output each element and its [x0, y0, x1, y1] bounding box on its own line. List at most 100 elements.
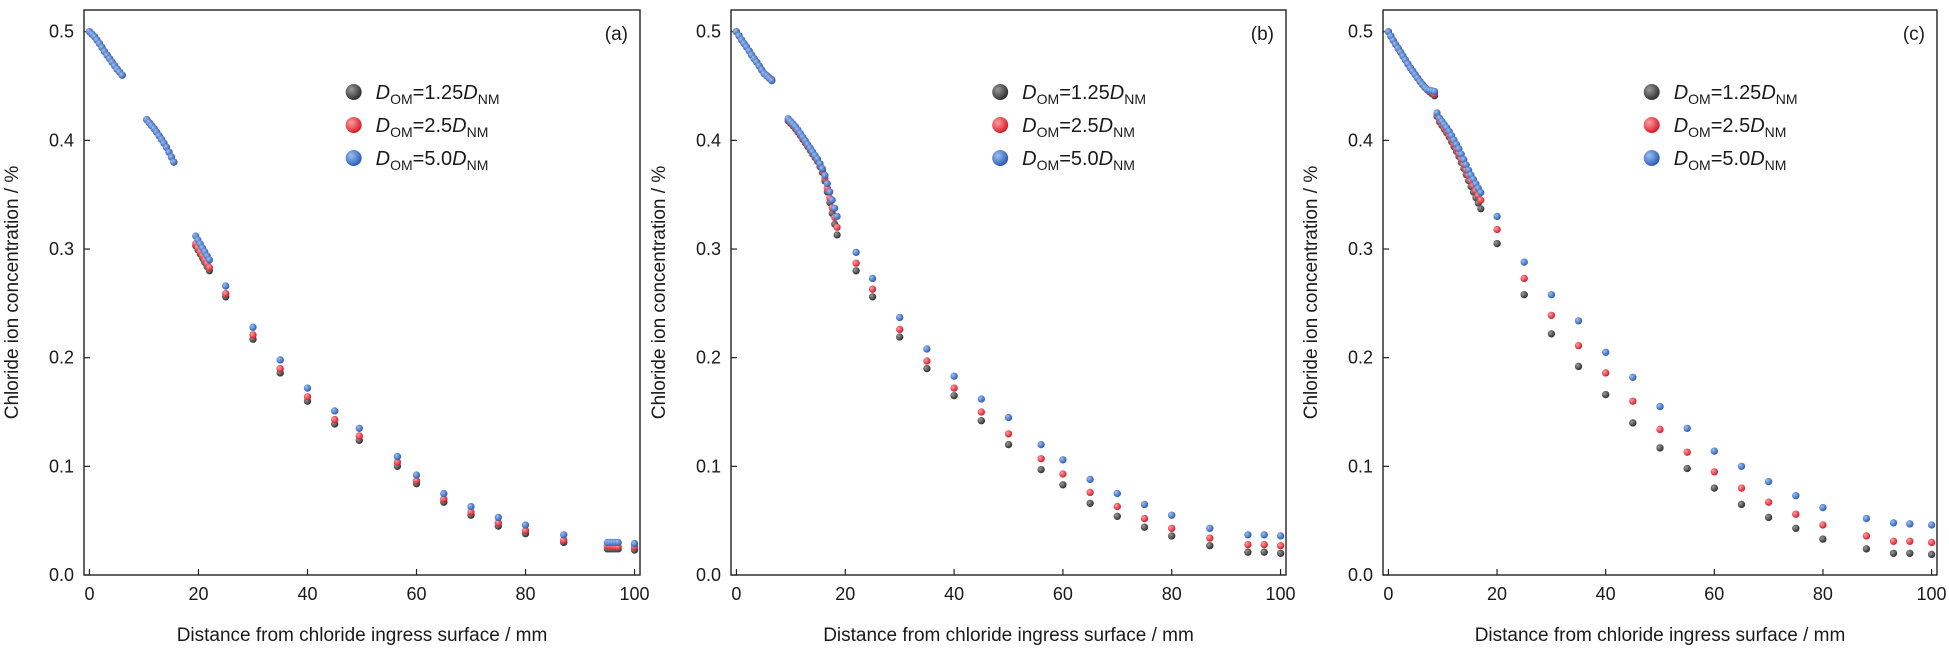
- legend-entry: DOM=1.25DNM: [376, 82, 500, 107]
- series-1: [85, 28, 639, 554]
- data-point: [852, 248, 860, 256]
- x-tick-label: 100: [1917, 584, 1947, 604]
- data-point: [1928, 550, 1936, 559]
- x-tick-label: 0: [731, 584, 741, 604]
- data-point: [1629, 373, 1637, 381]
- panel-label: (c): [1903, 24, 1925, 45]
- data-point: [1244, 548, 1252, 556]
- data-point: [1059, 470, 1067, 478]
- chart-panel-2: 0.0 0.1 0.2 0.3 0.4 0.5 0 20 40 60 80 100 Distance f…: [649, 9, 1296, 646]
- series-2: [1384, 28, 1936, 547]
- x-tick-label: 20: [188, 584, 208, 604]
- y-tick-label: 0.2: [696, 348, 721, 368]
- data-point: [1493, 225, 1501, 234]
- data-point: [467, 508, 475, 516]
- data-point: [1059, 481, 1067, 489]
- data-point: [868, 285, 877, 293]
- data-point: [1113, 512, 1121, 520]
- x-axis-label: Distance from chloride ingress surface /…: [823, 625, 1194, 646]
- y-tick-label: 0.1: [49, 456, 74, 476]
- data-point: [222, 290, 230, 298]
- data-point: [1710, 468, 1718, 476]
- data-point: [1277, 532, 1285, 540]
- legend-entry: DOM=5.0DNM: [1022, 148, 1135, 173]
- data-point: [1277, 549, 1285, 557]
- data-point: [1765, 498, 1773, 506]
- data-point: [1260, 548, 1268, 556]
- data-point: [1819, 521, 1827, 529]
- data-point: [1547, 311, 1555, 319]
- data-point: [393, 453, 401, 461]
- data-point: [768, 77, 776, 85]
- data-point: [1574, 317, 1583, 325]
- data-point: [1477, 188, 1485, 197]
- y-tick-label: 0.5: [696, 22, 721, 42]
- data-point: [276, 356, 284, 364]
- legend-entry: DOM=1.25DNM: [1022, 82, 1146, 107]
- data-point: [831, 204, 839, 212]
- data-point: [494, 519, 502, 527]
- data-point: [1710, 484, 1718, 492]
- data-point: [1629, 397, 1637, 405]
- plot-frame: [1382, 9, 1938, 576]
- series-3: [85, 28, 639, 548]
- legend: DOM=1.25DNM DOM=2.5DNM DOM=5.0DNM: [1643, 82, 1798, 173]
- data-point: [833, 212, 841, 220]
- x-tick-label: 40: [297, 584, 317, 604]
- data-point: [1477, 196, 1485, 204]
- data-point: [1906, 537, 1914, 545]
- y-tick-label: 0.3: [49, 239, 74, 259]
- chart-panel-3: 0.0 0.1 0.2 0.3 0.4 0.5 0 20 40 60 80 100 Distance f…: [1301, 9, 1947, 646]
- data-point: [828, 196, 836, 204]
- data-point: [331, 407, 339, 415]
- data-point: [1493, 240, 1501, 248]
- legend-entry: DOM=2.5DNM: [376, 115, 489, 140]
- x-tick-label: 0: [1383, 584, 1393, 604]
- legend-entry: DOM=5.0DNM: [1674, 148, 1787, 173]
- data-point: [1683, 464, 1691, 473]
- legend-marker: [992, 117, 1009, 133]
- data-point: [1520, 258, 1528, 266]
- y-tick-label: 0.4: [1348, 130, 1373, 150]
- legend-entry: DOM=2.5DNM: [1022, 115, 1135, 140]
- data-point: [249, 323, 257, 331]
- data-point: [1277, 542, 1285, 550]
- y-tick-label: 0.0: [1348, 565, 1373, 585]
- data-point: [1520, 274, 1528, 282]
- legend-entry: DOM=2.5DNM: [1674, 115, 1787, 140]
- legend-marker: [1643, 84, 1660, 100]
- data-point: [331, 416, 339, 424]
- x-tick-label: 80: [1162, 584, 1182, 604]
- data-point: [1168, 524, 1176, 532]
- data-point: [440, 495, 448, 503]
- data-point: [1710, 447, 1718, 455]
- series-2: [85, 28, 639, 551]
- data-point: [1086, 488, 1094, 496]
- series-3: [732, 28, 1285, 540]
- data-point: [1928, 521, 1936, 529]
- data-point: [1037, 466, 1045, 474]
- data-point: [1086, 475, 1094, 483]
- data-point: [1765, 513, 1773, 522]
- data-point: [355, 424, 363, 432]
- data-point: [1656, 444, 1664, 452]
- series-3: [1384, 28, 1936, 529]
- data-point: [205, 263, 213, 272]
- y-tick-label: 0.2: [49, 348, 74, 368]
- legend-entry: DOM=1.25DNM: [1674, 82, 1798, 107]
- data-point: [1737, 484, 1746, 492]
- series-1: [732, 28, 1285, 557]
- data-point: [1928, 538, 1936, 547]
- data-point: [1574, 362, 1583, 370]
- x-tick-label: 0: [84, 584, 94, 604]
- data-point: [1889, 537, 1898, 545]
- data-point: [833, 223, 841, 231]
- data-point: [1244, 531, 1252, 539]
- y-tick-label: 0.2: [1348, 348, 1373, 368]
- data-point: [1574, 342, 1583, 350]
- y-tick-label: 0.3: [1348, 239, 1373, 259]
- data-point: [494, 513, 502, 522]
- x-tick-label: 80: [516, 584, 536, 604]
- data-point: [303, 393, 312, 401]
